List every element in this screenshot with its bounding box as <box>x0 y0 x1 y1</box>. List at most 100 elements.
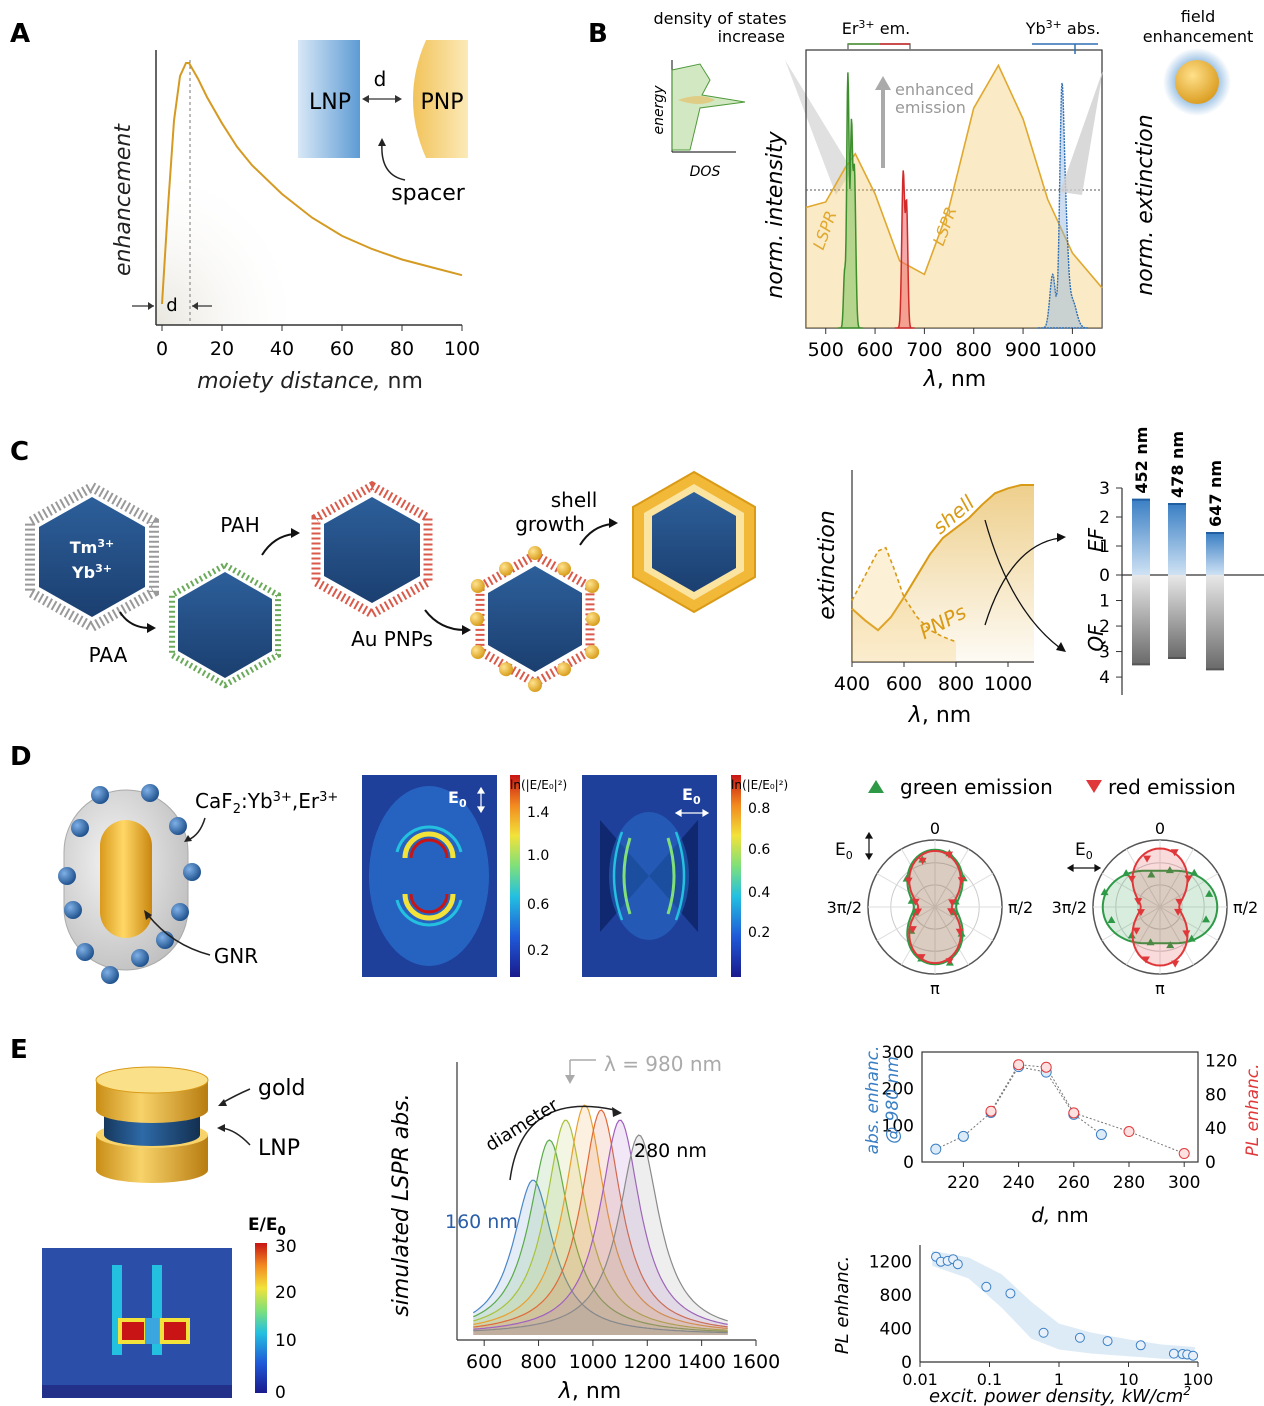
panel-a-ylabel: enhancement <box>111 123 136 276</box>
dscan-ytick-left: 300 <box>882 1043 914 1063</box>
colorbar-2-tick: 0.8 <box>748 801 770 817</box>
panel-d: CaF2:Yb3+,Er3+ GNR E0 ln(|E/E₀|²) 1.4 1.0… <box>58 775 1258 998</box>
dscan-pl-point <box>985 1105 997 1117</box>
enhanced-label-1: enhanced <box>895 80 974 99</box>
pah-core <box>324 497 420 603</box>
red-data-point <box>1134 898 1143 906</box>
ext-pnp-fill <box>852 547 956 662</box>
arrow-to-ef <box>984 537 1061 626</box>
red-data-point <box>1141 956 1150 964</box>
red-data-point <box>1136 909 1145 917</box>
core-hexagon <box>39 497 145 617</box>
au-pnp-bead <box>528 678 542 692</box>
er-em-label: Er3+ em. <box>842 18 911 38</box>
au-pnp-bead <box>499 561 513 576</box>
colorbar-2-tick: 0.6 <box>748 842 770 858</box>
power-point <box>1168 1348 1179 1359</box>
disc-fieldmap-right-core <box>164 1322 186 1340</box>
caf-arrowhead <box>184 835 192 842</box>
red-data-point <box>911 898 920 906</box>
lnp-bead <box>101 966 119 984</box>
disc-fieldmap-right-edge <box>152 1265 162 1355</box>
sim-curve-fill <box>473 1180 728 1335</box>
panel-a-xlabel: moiety distance, nm <box>197 369 423 394</box>
au-pnp-bead <box>586 612 600 626</box>
fieldmap-1-top-arc <box>402 831 456 859</box>
panel-b-xtick-label: 900 <box>1005 339 1041 361</box>
dscan-abs-point <box>1095 1129 1107 1140</box>
fieldmap-1: E0 <box>362 775 497 977</box>
qf-tick-label: 2 <box>1099 617 1110 637</box>
fieldmap-2-right-arc <box>666 837 676 915</box>
disc-top-face <box>95 1066 209 1094</box>
shell-core <box>652 492 736 592</box>
lnp-arrow <box>221 1127 251 1146</box>
polar-2-polarization-icon <box>1066 863 1102 873</box>
colorbar-1-tick: 0.2 <box>527 943 549 959</box>
field-label-1: field <box>1181 7 1216 26</box>
enhanced-label-2: emission <box>895 98 966 117</box>
ext-shell-fill <box>852 485 1034 662</box>
ext-xtick-label: 400 <box>834 673 870 695</box>
qf-bar <box>1206 575 1224 670</box>
lnp-paa <box>169 561 281 689</box>
arrow-paa-head <box>147 623 156 633</box>
power-ytick: 400 <box>880 1320 912 1340</box>
dos-peak <box>678 96 715 104</box>
power-ytick: 1200 <box>869 1253 912 1273</box>
power-ylabel: PL enhanc. <box>832 1256 853 1355</box>
au-pnp-bead <box>499 662 513 677</box>
dscan-ytick-right: 40 <box>1205 1119 1227 1139</box>
sim-xtick-label: 1000 <box>569 1351 617 1373</box>
polar-label-3pi2: 3π/2 <box>827 898 862 917</box>
fieldmap-1-e0: E0 <box>448 788 467 810</box>
lnp-bead <box>64 901 82 919</box>
bar-category-label: 452 nm <box>1132 427 1151 494</box>
au-pnp-bead <box>470 579 485 593</box>
polar-1-polarization-icon <box>864 831 874 861</box>
lnp-bead <box>91 786 109 804</box>
sim-xtick-label: 1200 <box>623 1351 671 1373</box>
lspr-fill <box>806 65 1102 329</box>
sim-curve-fill <box>473 1135 728 1335</box>
disc-bottom-gold <box>96 1135 208 1183</box>
green-data-point <box>1187 934 1196 942</box>
polar-label-pi2: π/2 <box>1233 898 1258 917</box>
red-data-point <box>955 928 964 936</box>
label-gold: gold <box>258 1076 306 1101</box>
fieldmap-2-polarization-icon <box>674 808 710 818</box>
green-data-point <box>1190 868 1199 876</box>
ext-pnp-curve <box>851 546 957 643</box>
lnp-bead <box>171 903 189 921</box>
dscan-xtick-label: 220 <box>947 1173 979 1193</box>
legend-green-marker <box>868 780 884 793</box>
panel-b-ylabel-right: norm. extinction <box>1133 114 1158 295</box>
red-data-point <box>1175 898 1184 906</box>
panel-a-xtick-label: 100 <box>444 338 480 360</box>
colorbar-2-title: ln(|E/E₀|²) <box>731 778 788 792</box>
polar-red-curve <box>1131 847 1189 967</box>
dscan-pl-point <box>1178 1148 1190 1160</box>
colorbar-1-tick: 1.0 <box>527 848 549 864</box>
polar-2-e0: E0 <box>1075 840 1093 862</box>
lnp-bead <box>76 943 94 961</box>
lnp-bead <box>183 863 201 881</box>
panel-a-shading <box>156 160 306 325</box>
arrow-to-qf-head <box>1056 642 1066 652</box>
dscan-ytick-right: 80 <box>1205 1085 1227 1105</box>
dscan-ytick-right: 0 <box>1205 1153 1216 1173</box>
sim-curve-fill <box>473 1120 728 1335</box>
label-paa: PAA <box>89 643 128 667</box>
paa-core <box>178 572 272 678</box>
arrow-to-ef-head <box>1057 533 1066 542</box>
sim-curve-fill <box>473 1110 728 1335</box>
power-point <box>1188 1350 1199 1361</box>
colorbar-2-tick: 0.4 <box>748 885 770 901</box>
ef-bar <box>1132 499 1150 575</box>
dos-ylabel: energy <box>651 85 667 135</box>
ef-tick-label: 3 <box>1099 479 1110 499</box>
ext-xtick-label: 600 <box>886 673 922 695</box>
power-xtick-label: 0.01 <box>902 1370 938 1389</box>
polar-green-curve <box>906 848 964 966</box>
disc-fieldmap-substrate <box>42 1385 232 1398</box>
